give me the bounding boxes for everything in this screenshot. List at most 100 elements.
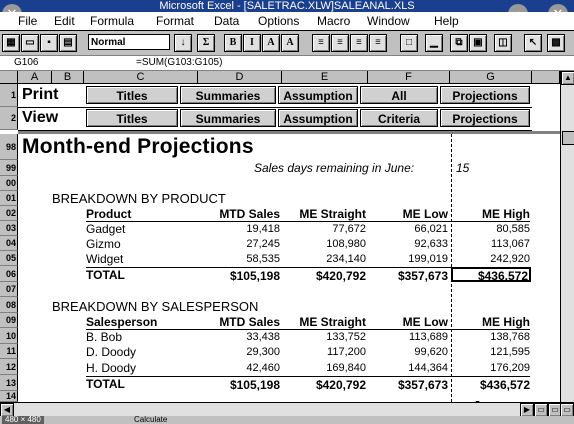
mtd-value[interactable]: 27,245 <box>246 238 280 250</box>
col-header-c[interactable]: C <box>84 71 198 84</box>
low-value[interactable]: 92,633 <box>414 238 448 250</box>
straight-value[interactable]: 169,840 <box>326 362 366 374</box>
total-low[interactable]: $357,673 <box>397 378 448 392</box>
col-header-f[interactable]: F <box>368 71 450 84</box>
product-name[interactable]: Widget <box>86 252 124 266</box>
bottom-border-icon[interactable]: ▁ <box>425 34 443 52</box>
scroll-up-icon[interactable]: ▲ <box>561 71 574 85</box>
print-projections-button[interactable]: Projections <box>440 86 530 104</box>
view-titles-button[interactable]: Titles <box>86 109 178 127</box>
center-across-icon[interactable]: ≡ <box>369 34 387 52</box>
row-header[interactable]: 08 <box>0 297 18 313</box>
row-header[interactable]: 11 <box>0 344 18 359</box>
bold-icon[interactable]: B <box>224 34 242 52</box>
align-center-icon[interactable]: ≡ <box>331 34 349 52</box>
font-increase-icon[interactable]: A <box>262 34 280 52</box>
row-header[interactable]: 98 <box>0 134 18 160</box>
outline-border-icon[interactable]: □ <box>400 34 418 52</box>
row-header[interactable]: 13 <box>0 375 18 391</box>
sales-days-value[interactable]: 15 <box>456 161 470 175</box>
row-header[interactable]: 1 <box>0 84 18 107</box>
print-icon[interactable]: ▤ <box>59 34 77 52</box>
scroll-right-icon[interactable]: ▶ <box>520 403 534 417</box>
high-value[interactable]: 80,585 <box>496 223 530 235</box>
total-straight[interactable]: $420,792 <box>315 378 366 392</box>
zoom-icon[interactable]: ▩ <box>547 34 565 52</box>
mtd-value[interactable]: 58,535 <box>246 253 280 265</box>
high-value[interactable]: 113,067 <box>491 238 530 250</box>
menu-edit[interactable]: Edit <box>54 14 75 28</box>
row-header[interactable]: 02 <box>0 206 18 221</box>
low-value[interactable]: 144,364 <box>408 362 448 374</box>
align-left-icon[interactable]: ≡ <box>312 34 330 52</box>
grid-icon[interactable]: ▦ <box>2 34 20 52</box>
worksheet-grid[interactable]: A B C D E F G 1 2 98 99 00 01 02 03 04 0… <box>0 71 560 402</box>
dropdown-arrow-icon[interactable]: ↓ <box>174 34 192 52</box>
low-value[interactable]: 199,019 <box>408 253 448 265</box>
row-header[interactable]: 04 <box>0 236 18 251</box>
low-value[interactable]: 99,620 <box>414 346 448 358</box>
window-tile-icon[interactable]: ▭ <box>534 403 548 417</box>
copy-icon[interactable]: ⧉ <box>450 34 468 52</box>
cell-reference[interactable]: G106 <box>14 57 39 68</box>
style-select[interactable]: Normal <box>88 34 170 50</box>
pointer-help-icon[interactable]: ↖ <box>524 34 542 52</box>
menu-window[interactable]: Window <box>367 14 410 28</box>
print-all-button[interactable]: All <box>360 86 438 104</box>
row-header[interactable]: 14 <box>0 391 18 402</box>
select-all-corner[interactable] <box>0 71 18 84</box>
product-name[interactable]: Gadget <box>86 222 126 236</box>
view-assumption-button[interactable]: Assumption <box>278 109 358 127</box>
salesperson-name[interactable]: B. Bob <box>86 330 123 344</box>
save-disk-icon[interactable]: ▪ <box>40 34 58 52</box>
straight-value[interactable]: 133,752 <box>326 331 366 343</box>
low-value[interactable]: 66,021 <box>414 223 448 235</box>
high-value[interactable]: 242,920 <box>490 253 530 265</box>
row-header[interactable]: 01 <box>0 191 18 206</box>
view-projections-button[interactable]: Projections <box>440 109 530 127</box>
col-header-b[interactable]: B <box>52 71 84 84</box>
col-header-e[interactable]: E <box>282 71 368 84</box>
formula-input[interactable]: =SUM(G103:G105) <box>136 57 223 68</box>
mtd-value[interactable]: 29,300 <box>246 346 280 358</box>
vertical-scroll-thumb[interactable] <box>562 131 574 145</box>
row-header[interactable]: 10 <box>0 328 18 344</box>
row-header[interactable]: 05 <box>0 251 18 266</box>
menu-data[interactable]: Data <box>214 14 240 28</box>
menu-help[interactable]: Help <box>434 14 459 28</box>
row-header[interactable]: 12 <box>0 359 18 375</box>
active-cell-g106[interactable] <box>451 267 531 282</box>
italic-icon[interactable]: I <box>243 34 261 52</box>
col-header-d[interactable]: D <box>198 71 282 84</box>
mtd-value[interactable]: 42,460 <box>246 362 280 374</box>
chart-wizard-icon[interactable]: ◫ <box>494 34 512 52</box>
menu-formula[interactable]: Formula <box>90 14 135 28</box>
low-value[interactable]: 113,689 <box>409 331 448 343</box>
row-header[interactable]: 07 <box>0 282 18 297</box>
vertical-scrollbar[interactable]: ▲ <box>560 71 574 402</box>
menu-options[interactable]: Options <box>258 14 300 28</box>
print-assumption-button[interactable]: Assumption <box>278 86 358 104</box>
total-mtd[interactable]: $105,198 <box>229 378 280 392</box>
row-header[interactable]: 00 <box>0 176 18 191</box>
horizontal-scrollbar[interactable]: ◀ ▶ ▭ ▭ ▭ <box>0 402 574 417</box>
menu-macro[interactable]: Macro <box>317 14 351 28</box>
print-titles-button[interactable]: Titles <box>86 86 178 104</box>
row-header[interactable]: 2 <box>0 107 18 130</box>
print-summaries-button[interactable]: Summaries <box>180 86 276 104</box>
align-right-icon[interactable]: ≡ <box>350 34 368 52</box>
font-decrease-icon[interactable]: A <box>281 34 299 52</box>
mtd-value[interactable]: 19,418 <box>246 223 280 235</box>
salesperson-name[interactable]: H. Doody <box>86 361 137 375</box>
salesperson-name[interactable]: D. Doody <box>86 345 137 359</box>
window-restore-icon[interactable]: ▭ <box>560 403 574 417</box>
total-high[interactable]: $436,572 <box>477 269 528 283</box>
total-straight[interactable]: $420,792 <box>315 269 366 283</box>
view-summaries-button[interactable]: Summaries <box>180 109 276 127</box>
menu-file[interactable]: File <box>18 14 38 28</box>
total-low[interactable]: $357,673 <box>397 269 448 283</box>
autosum-icon[interactable]: Σ <box>197 34 215 52</box>
paste-format-icon[interactable]: ▣ <box>469 34 487 52</box>
high-value[interactable]: 176,209 <box>490 362 530 374</box>
view-criteria-button[interactable]: Criteria <box>360 109 438 127</box>
